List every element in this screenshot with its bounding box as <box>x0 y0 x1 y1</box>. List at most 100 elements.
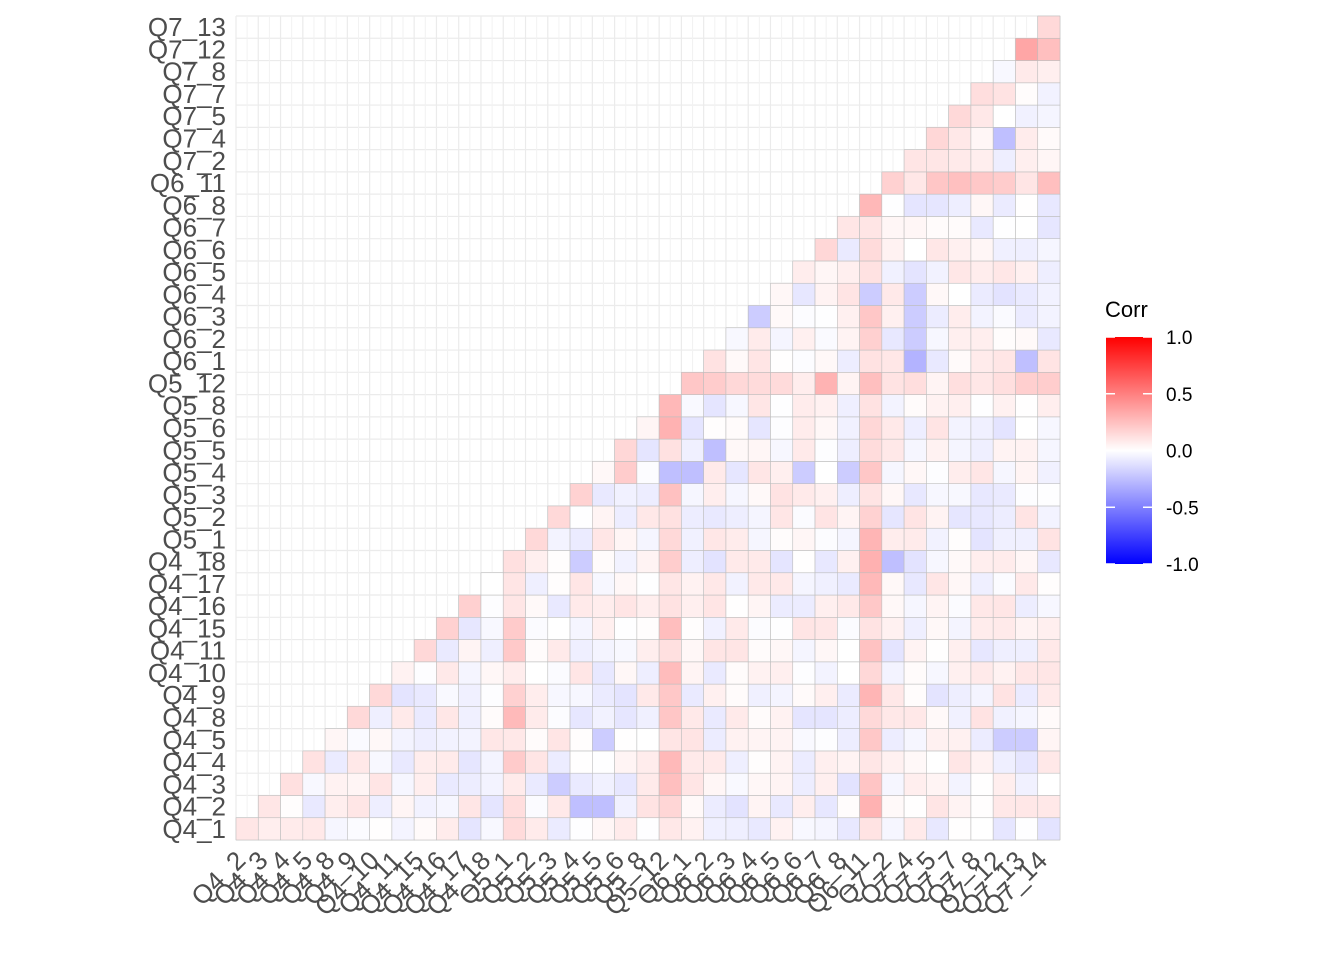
heatmap-tile <box>1037 483 1061 507</box>
heatmap-tile <box>703 550 727 574</box>
heatmap-tile <box>948 550 972 574</box>
heatmap-tile <box>1037 750 1061 774</box>
heatmap-tile <box>681 416 704 440</box>
heatmap-tile <box>792 750 816 774</box>
heatmap-tile <box>569 639 593 663</box>
heatmap-tile <box>502 795 526 819</box>
heatmap-tile <box>926 372 949 395</box>
heatmap-tile <box>836 706 860 729</box>
heatmap-tile <box>836 216 860 240</box>
heatmap-tile <box>970 416 994 440</box>
heatmap-tile <box>836 795 860 819</box>
heatmap-tile <box>1015 572 1039 596</box>
heatmap-tile <box>992 238 1016 262</box>
heatmap-tile <box>770 772 794 796</box>
heatmap-tile <box>1037 238 1061 262</box>
heatmap-tile <box>703 795 727 819</box>
heatmap-tile <box>747 438 771 462</box>
heatmap-tile <box>658 728 682 752</box>
heatmap-tile <box>636 750 660 774</box>
heatmap-tile <box>547 505 571 529</box>
heatmap-tile <box>592 639 615 663</box>
heatmap-tile <box>903 305 927 329</box>
heatmap-tile <box>569 594 593 618</box>
heatmap-tile <box>926 505 949 529</box>
heatmap-tile <box>836 728 860 752</box>
heatmap-tile <box>903 372 927 395</box>
heatmap-tile <box>547 527 571 551</box>
heatmap-tile <box>770 282 794 306</box>
heatmap-tile <box>770 527 794 551</box>
legend-title: Corr <box>1105 297 1148 322</box>
heatmap-tile <box>1015 550 1039 574</box>
heatmap-tile <box>1037 305 1061 329</box>
heatmap-tile <box>614 795 638 819</box>
heatmap-tile <box>992 82 1016 106</box>
heatmap-tile <box>569 483 593 507</box>
y-tick-label: Q5_1 <box>162 524 226 554</box>
heatmap-tile <box>369 683 393 707</box>
legend-tick-label: -0.5 <box>1166 498 1199 519</box>
heatmap-tile <box>1015 461 1039 484</box>
heatmap-tile <box>792 282 816 306</box>
heatmap-tile <box>770 416 794 440</box>
heatmap-tile <box>1037 149 1061 173</box>
heatmap-tile <box>569 750 593 774</box>
heatmap-tile <box>948 572 972 596</box>
heatmap-tile <box>592 594 615 618</box>
heatmap-tile <box>770 438 794 462</box>
heatmap-tile <box>792 817 816 841</box>
heatmap-tile <box>770 728 794 752</box>
heatmap-tile <box>614 639 638 663</box>
heatmap-tile <box>525 772 549 796</box>
heatmap-tile <box>1037 572 1061 596</box>
heatmap-tile <box>369 795 393 819</box>
heatmap-tile <box>1015 372 1039 395</box>
y-tick-label: Q4_11 <box>150 636 226 666</box>
heatmap-tile <box>992 193 1016 217</box>
heatmap-tile <box>592 616 615 640</box>
y-tick-label: Q5_12 <box>148 368 226 398</box>
heatmap-tile <box>948 706 972 729</box>
heatmap-tile <box>970 149 994 173</box>
heatmap-tile <box>525 661 549 685</box>
heatmap-tile <box>770 795 794 819</box>
heatmap-tile <box>770 372 794 395</box>
heatmap-tile <box>792 461 816 484</box>
heatmap-tile <box>636 795 660 819</box>
heatmap-tile <box>658 683 682 707</box>
heatmap-tile <box>992 461 1016 484</box>
heatmap-tile <box>770 616 794 640</box>
heatmap-tile <box>948 394 972 418</box>
heatmap-tile <box>903 438 927 462</box>
heatmap-tile <box>1015 260 1039 284</box>
heatmap-tile <box>614 750 638 774</box>
heatmap-tile <box>369 728 393 752</box>
heatmap-tile <box>280 772 304 796</box>
heatmap-tile <box>458 817 482 841</box>
heatmap-tile <box>903 171 927 195</box>
heatmap-tile <box>725 750 749 774</box>
heatmap-tile <box>836 305 860 329</box>
heatmap-tile <box>502 817 526 841</box>
heatmap-tile <box>480 639 504 663</box>
heatmap-tile <box>926 817 949 841</box>
heatmap-tile <box>881 349 905 373</box>
heatmap-tile <box>347 706 370 729</box>
heatmap-tile <box>970 82 994 106</box>
y-tick-label: Q6_1 <box>162 346 226 376</box>
heatmap-tile <box>547 594 571 618</box>
heatmap-tile <box>681 616 704 640</box>
heatmap-tile <box>970 728 994 752</box>
heatmap-tile <box>569 728 593 752</box>
heatmap-tile <box>770 327 794 351</box>
heatmap-tile <box>703 594 727 618</box>
y-tick-label: Q4_2 <box>162 792 226 822</box>
heatmap-tile <box>480 661 504 685</box>
heatmap-tile <box>881 706 905 729</box>
heatmap-tile <box>391 795 415 819</box>
heatmap-tile <box>703 416 727 440</box>
heatmap-tile <box>747 527 771 551</box>
heatmap-tile <box>725 683 749 707</box>
